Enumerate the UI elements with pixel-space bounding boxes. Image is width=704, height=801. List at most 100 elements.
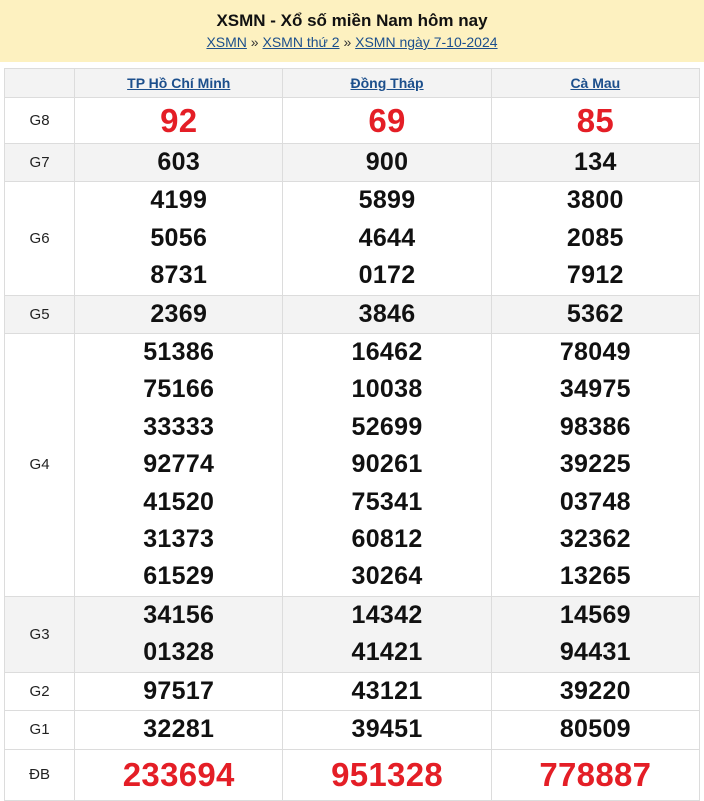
result-number: 3800 xyxy=(566,186,624,215)
result-number: 01328 xyxy=(143,638,215,667)
result-number: 75166 xyxy=(143,375,215,404)
result-number: 134 xyxy=(574,148,617,176)
result-number: 98386 xyxy=(559,412,631,441)
result-number: 97517 xyxy=(143,676,215,705)
result-number: 4644 xyxy=(358,223,416,252)
prize-row-g1: G1 32281 39451 80509 xyxy=(3,710,701,750)
result-cell: 778887 xyxy=(490,748,701,801)
result-number: 03748 xyxy=(559,487,631,516)
result-number: 32362 xyxy=(559,525,631,554)
result-number: 92 xyxy=(160,102,198,139)
prize-label: G8 xyxy=(3,97,76,144)
result-number: 233694 xyxy=(122,755,235,793)
result-number: 33333 xyxy=(143,412,215,441)
result-number: 16462 xyxy=(351,338,423,367)
province-link-hcm[interactable]: TP Hồ Chí Minh xyxy=(127,75,231,91)
result-cell: 900 xyxy=(282,142,492,183)
result-number: 41421 xyxy=(351,638,423,667)
prize-row-g3: G3 34156 01328 14342 41421 14569 94431 xyxy=(3,595,701,673)
result-cell: 3846 xyxy=(282,294,492,335)
result-cell: 78049 34975 98386 39225 03748 32362 13265 xyxy=(490,333,701,597)
result-number: 52699 xyxy=(351,412,423,441)
result-cell: 5362 xyxy=(490,294,701,335)
prize-label: G1 xyxy=(3,710,76,750)
result-cell: 39451 xyxy=(282,710,492,750)
prize-row-g4: G4 51386 75166 33333 92774 41520 31373 61529 164… xyxy=(3,333,701,597)
prize-row-g5: G5 2369 3846 5362 xyxy=(3,294,701,335)
result-number: 39225 xyxy=(559,450,631,479)
province-header: TP Hồ Chí Minh xyxy=(74,68,284,98)
result-number: 34975 xyxy=(559,375,631,404)
result-number: 14569 xyxy=(559,600,631,629)
result-number: 94431 xyxy=(559,638,631,667)
result-number: 61529 xyxy=(143,562,215,591)
prize-row-g7: G7 603 900 134 xyxy=(3,142,701,183)
prize-row-g8: G8 92 69 85 xyxy=(3,97,701,144)
result-number: 31373 xyxy=(143,525,215,554)
result-cell: 43121 xyxy=(282,671,492,712)
result-number: 34156 xyxy=(143,600,215,629)
result-number: 5362 xyxy=(566,299,624,328)
results-table: TP Hồ Chí Minh Đồng Tháp Cà Mau G8 92 69 85… xyxy=(3,68,701,801)
prize-label: G7 xyxy=(3,142,76,183)
result-cell: 2369 xyxy=(74,294,284,335)
result-cell: 80509 xyxy=(490,710,701,750)
result-cell: 85 xyxy=(490,97,701,144)
result-number: 43121 xyxy=(351,676,423,705)
breadcrumb-link-xsmn-thu-2[interactable]: XSMN thứ 2 xyxy=(262,34,340,50)
result-number: 41520 xyxy=(143,487,215,516)
result-cell: 603 xyxy=(74,142,284,183)
result-number: 80509 xyxy=(559,715,631,744)
result-number: 39220 xyxy=(559,676,631,705)
result-cell: 69 xyxy=(282,97,492,144)
result-number: 51386 xyxy=(143,338,215,367)
result-number: 60812 xyxy=(351,525,423,554)
result-number: 2369 xyxy=(150,299,208,328)
prize-column-header xyxy=(3,68,76,98)
page-title: XSMN - Xổ số miền Nam hôm nay xyxy=(216,11,488,30)
result-number: 603 xyxy=(157,148,201,176)
result-cell: 32281 xyxy=(74,710,284,750)
result-number: 7912 xyxy=(566,261,624,290)
breadcrumb: XSMN » XSMN thứ 2 » XSMN ngày 7-10-2024 xyxy=(0,33,704,51)
prize-label: G2 xyxy=(3,671,76,712)
result-number: 5056 xyxy=(150,223,208,252)
result-number: 90261 xyxy=(351,450,423,479)
prize-row-g2: G2 97517 43121 39220 xyxy=(3,671,701,712)
result-number: 5899 xyxy=(358,186,416,215)
prize-label: ĐB xyxy=(3,748,76,801)
result-cell: 4199 5056 8731 xyxy=(74,181,284,296)
result-cell: 3800 2085 7912 xyxy=(490,181,701,296)
result-number: 2085 xyxy=(566,223,624,252)
province-link-ca-mau[interactable]: Cà Mau xyxy=(570,75,621,91)
prize-label: G4 xyxy=(3,333,76,597)
result-number: 13265 xyxy=(559,562,631,591)
result-number: 75341 xyxy=(351,487,423,516)
result-number: 32281 xyxy=(143,715,215,744)
breadcrumb-separator: » xyxy=(250,34,259,50)
prize-row-g6: G6 4199 5056 8731 5899 4644 0172 3800 2085 7912 xyxy=(3,181,701,296)
result-cell: 92 xyxy=(74,97,284,144)
result-cell: 134 xyxy=(490,142,701,183)
result-number: 0172 xyxy=(358,261,416,290)
prize-row-db: ĐB 233694 951328 778887 xyxy=(3,748,701,801)
result-number: 951328 xyxy=(331,755,443,793)
result-number: 778887 xyxy=(539,755,652,793)
result-number: 14342 xyxy=(351,600,423,629)
prize-label: G3 xyxy=(3,595,76,673)
result-cell: 39220 xyxy=(490,671,701,712)
province-header: Đồng Tháp xyxy=(282,68,492,98)
prize-label: G5 xyxy=(3,294,76,335)
table-header-row: TP Hồ Chí Minh Đồng Tháp Cà Mau xyxy=(3,68,701,98)
prize-label: G6 xyxy=(3,181,76,296)
result-number: 8731 xyxy=(150,261,208,290)
breadcrumb-link-xsmn[interactable]: XSMN xyxy=(206,34,247,50)
result-cell: 951328 xyxy=(282,748,492,801)
page-header: XSMN - Xổ số miền Nam hôm nay XSMN » XSM… xyxy=(0,0,704,62)
result-number: 30264 xyxy=(351,562,423,591)
result-number: 10038 xyxy=(351,375,423,404)
breadcrumb-link-xsmn-date[interactable]: XSMN ngày 7-10-2024 xyxy=(355,34,498,50)
province-link-dong-thap[interactable]: Đồng Tháp xyxy=(350,75,424,91)
result-cell: 97517 xyxy=(74,671,284,712)
province-header: Cà Mau xyxy=(490,68,701,98)
